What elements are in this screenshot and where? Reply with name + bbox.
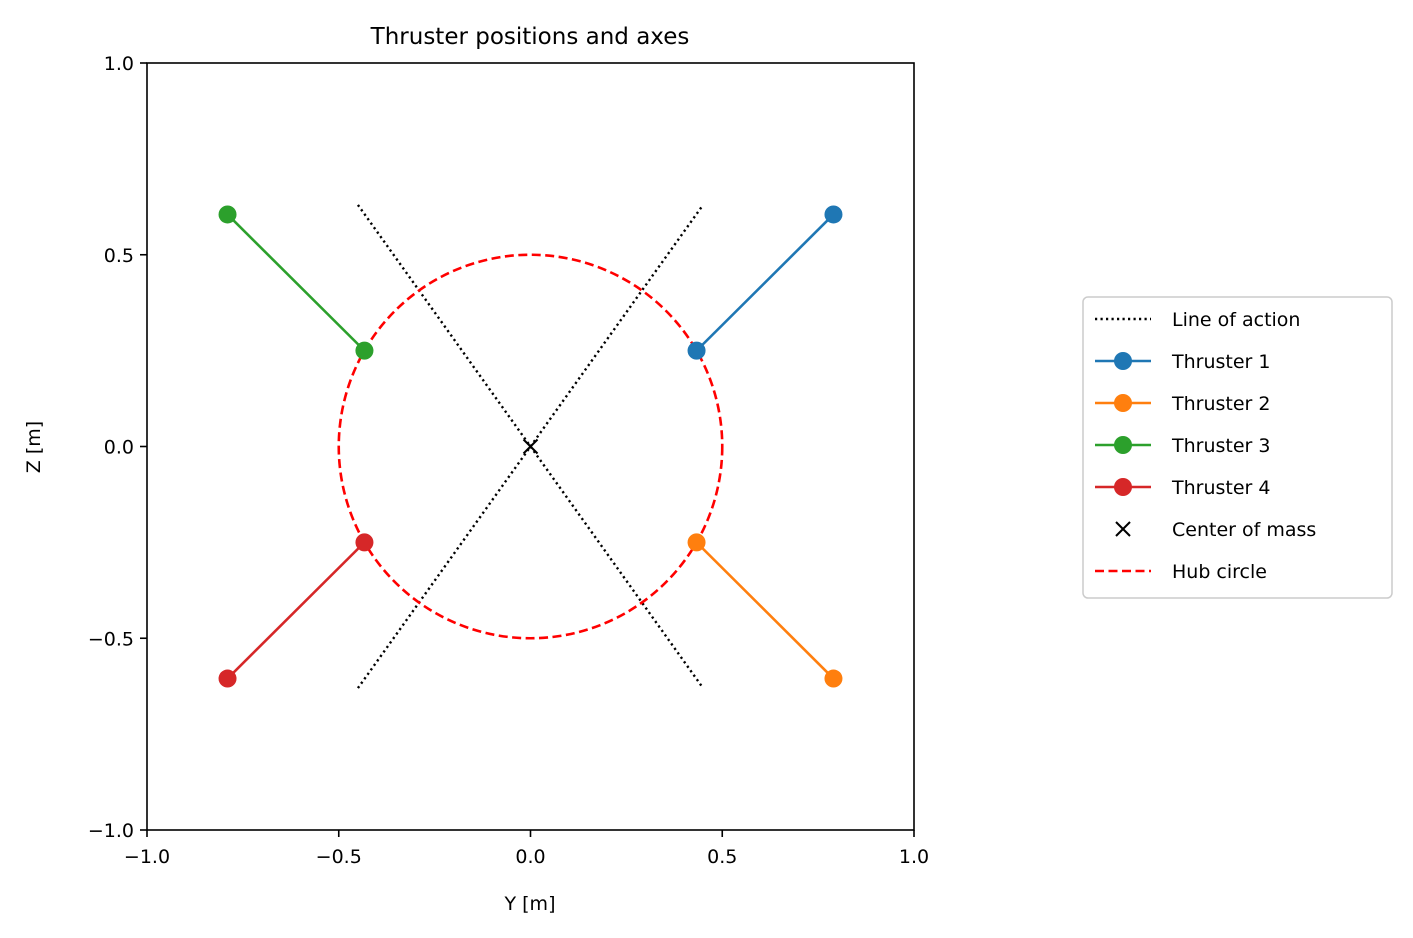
plot-area: −1.0 −0.5 0.0 0.5 1.0 −1.0 −0.5 0.0 0.5 1.0 [88, 53, 929, 868]
thruster-4-point [355, 533, 374, 552]
legend-item: Thruster 1 [1095, 351, 1270, 373]
y-tick-label: −1.0 [88, 820, 134, 842]
center-of-mass-x-stroke [1115, 521, 1131, 537]
thruster-1-arm [695, 213, 835, 352]
x-axis-label: Y [m] [504, 893, 556, 915]
legend-item: Line of action [1095, 309, 1300, 331]
thruster-3-arm [226, 213, 366, 352]
x-tick-label: 1.0 [899, 846, 929, 868]
legend-item: Thruster 4 [1095, 477, 1270, 499]
legend-label: Thruster 3 [1171, 435, 1270, 457]
x-tick-label: 0.5 [707, 846, 737, 868]
y-tick-label: 0.5 [104, 245, 134, 267]
thruster-4-arm [226, 541, 366, 680]
legend-label: Thruster 1 [1171, 351, 1270, 373]
center-of-mass-x-stroke [522, 438, 539, 455]
legend-item: Center of mass [1115, 519, 1316, 541]
y-tick-label: 0.0 [104, 437, 134, 459]
legend-x-icon [1115, 521, 1131, 537]
legend-marker-icon [1114, 352, 1132, 370]
center-of-mass-marker [522, 438, 539, 455]
y-tick-label: 1.0 [104, 53, 134, 75]
legend-item: Thruster 2 [1095, 393, 1270, 415]
chart-title: Thruster positions and axes [370, 24, 690, 50]
legend-item: Hub circle [1095, 561, 1267, 583]
thruster-3-point [218, 205, 237, 224]
thruster-3-point [355, 341, 374, 360]
y-axis-label: Z [m] [23, 421, 45, 473]
thruster-2-point [824, 669, 843, 688]
legend-item: Thruster 3 [1095, 435, 1270, 457]
thruster-2-arm [695, 541, 835, 680]
x-tick-label: 0.0 [515, 846, 545, 868]
legend-marker-icon [1114, 478, 1132, 496]
thruster-4-point [218, 669, 237, 688]
hub-circle [337, 253, 724, 640]
thruster-1-point [824, 205, 843, 224]
legend-label: Center of mass [1172, 519, 1316, 541]
legend-label: Thruster 2 [1171, 393, 1270, 415]
x-tick-label: −1.0 [124, 846, 170, 868]
thruster-2-point [687, 533, 706, 552]
legend-label: Hub circle [1172, 561, 1267, 583]
legend-frame [1082, 296, 1393, 599]
legend-label: Thruster 4 [1171, 477, 1270, 499]
thruster-1-point [687, 341, 706, 360]
legend-marker-icon [1114, 394, 1132, 412]
y-tick-label: −0.5 [88, 628, 134, 650]
legend-marker-icon [1114, 436, 1132, 454]
legend: Line of action Thruster 1 Thruster 2 Thrust… [1082, 296, 1393, 599]
legend-label: Line of action [1172, 309, 1300, 331]
x-tick-label: −0.5 [316, 846, 362, 868]
